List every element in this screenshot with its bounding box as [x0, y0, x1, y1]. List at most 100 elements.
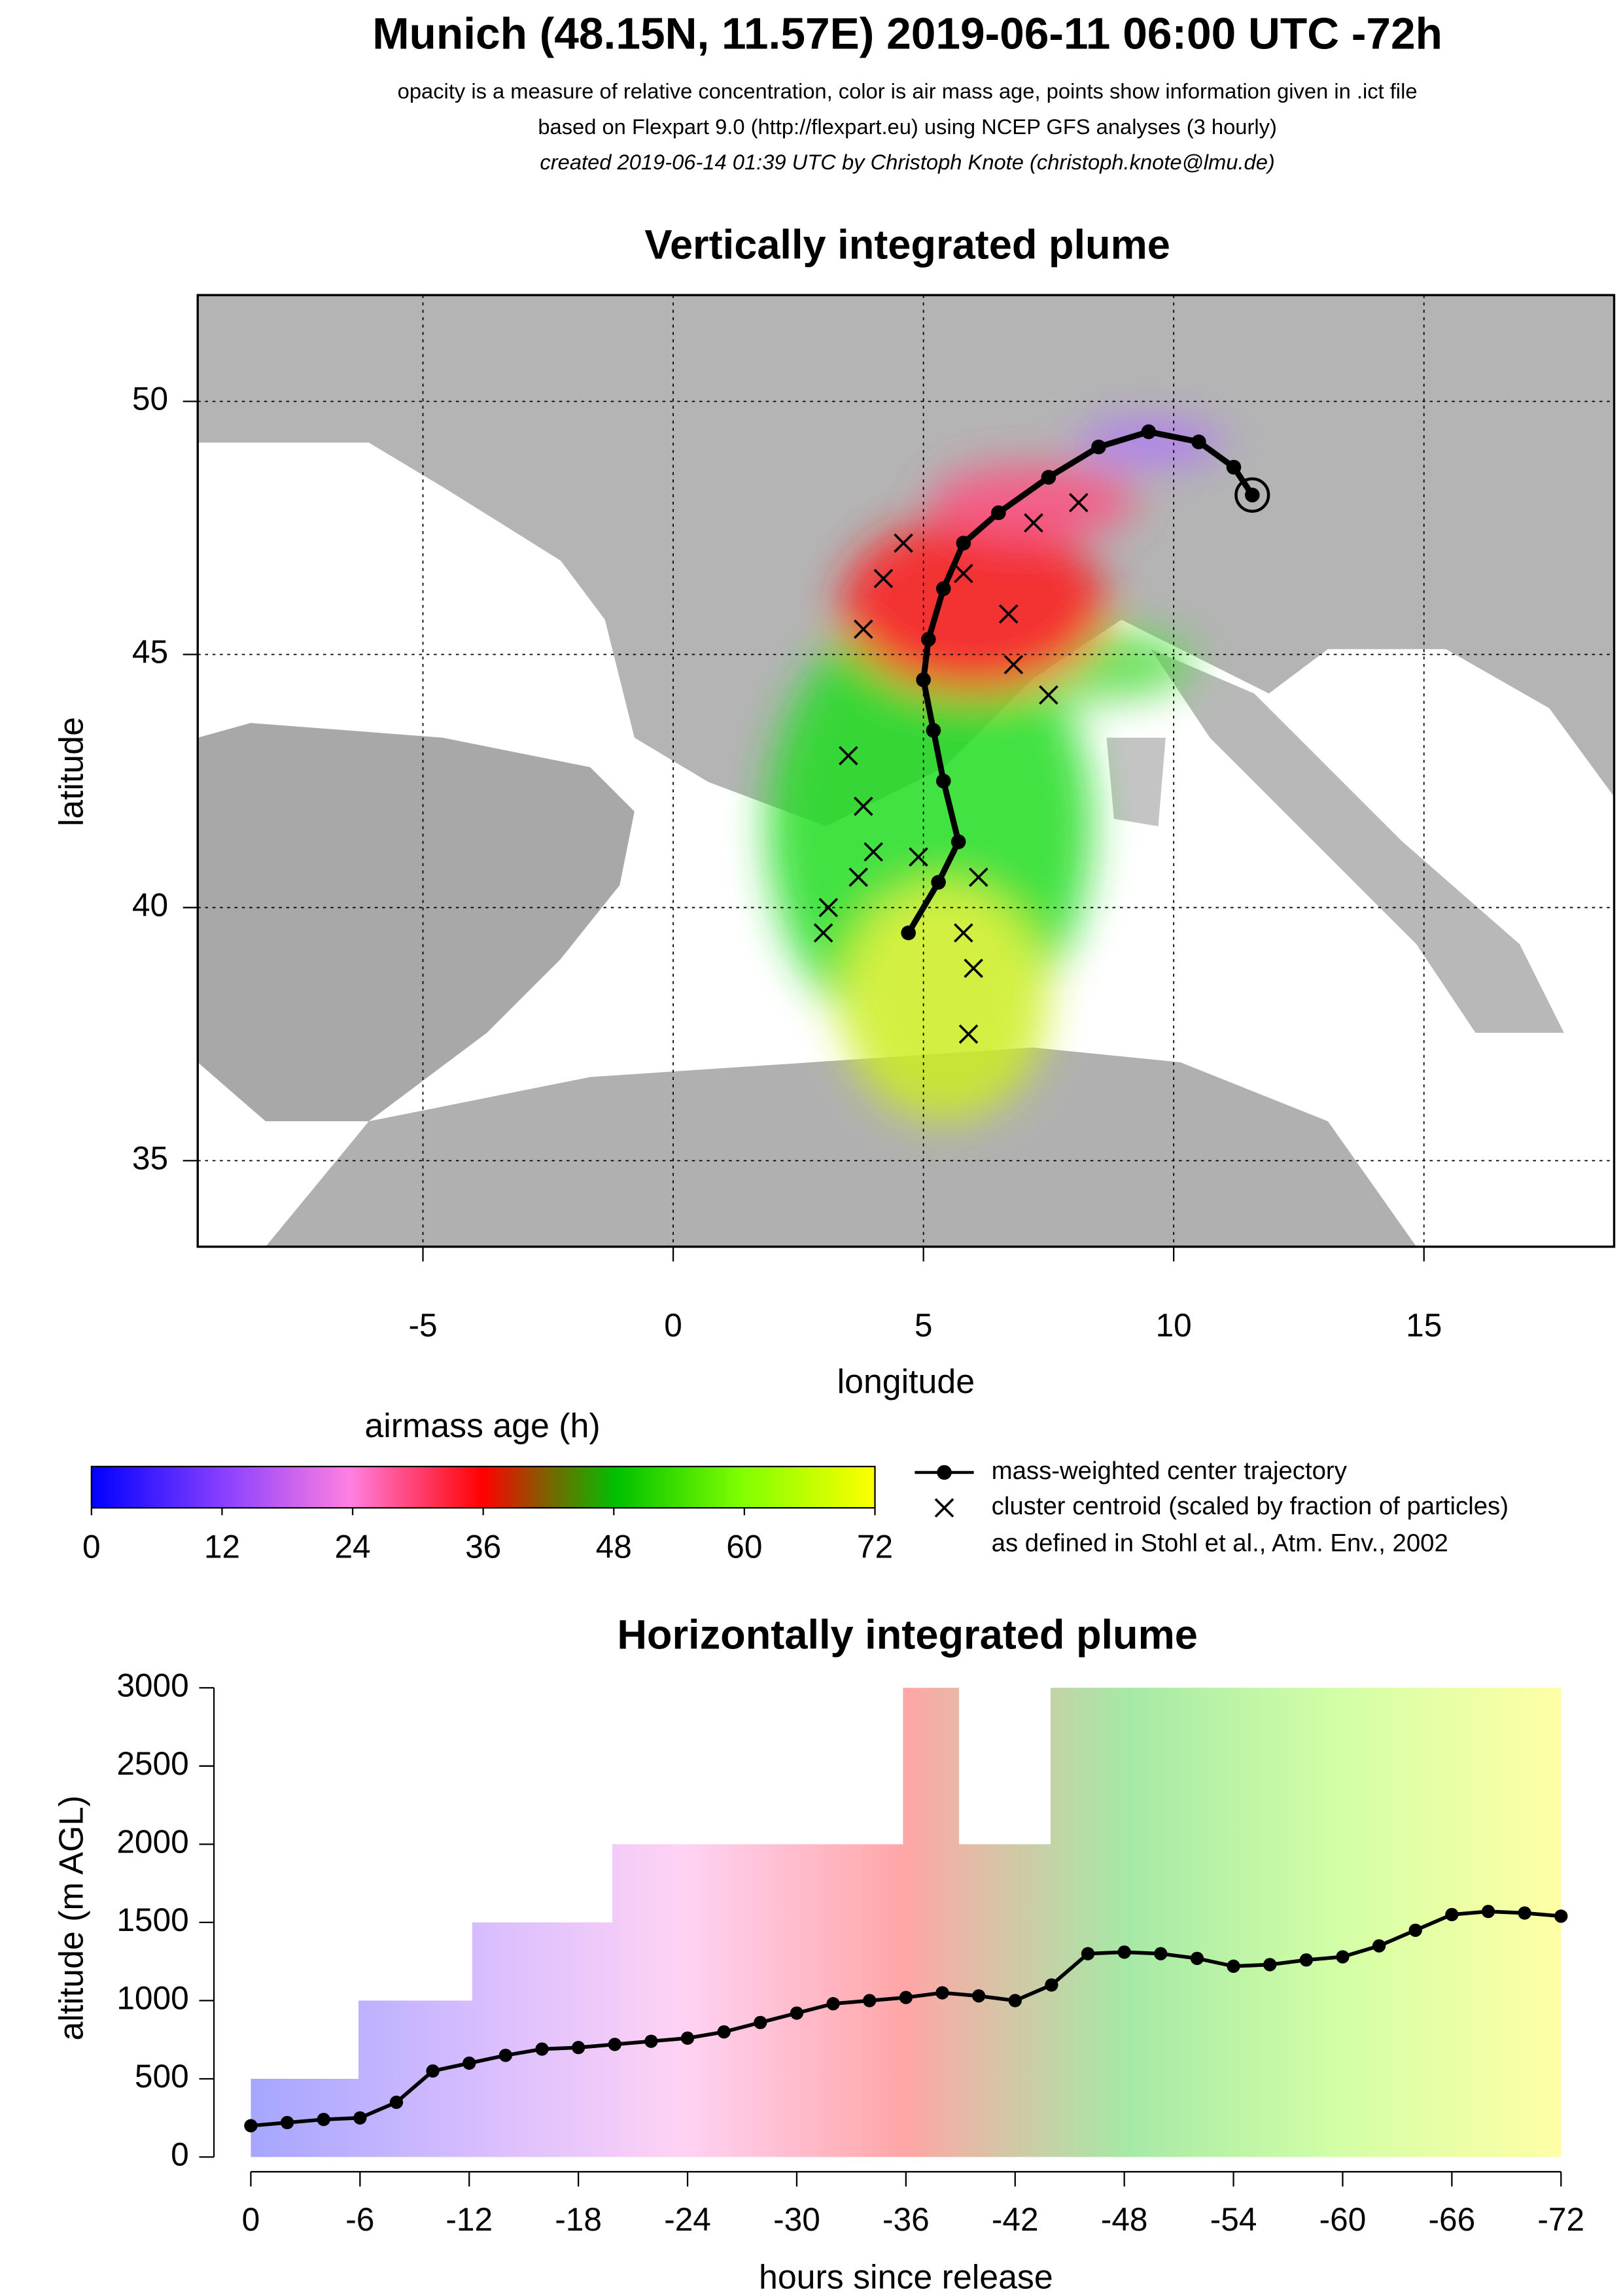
- trajectory-point: [1154, 1947, 1168, 1960]
- trajectory-point: [389, 2095, 404, 2109]
- trajectory-point: [1081, 1947, 1095, 1960]
- x-tick-label: -36: [882, 2201, 930, 2238]
- map-frame: [196, 294, 1616, 1248]
- x-tick-label: 0: [242, 2201, 260, 2238]
- y-axis-label: altitude (m AGL): [52, 1796, 90, 2041]
- trajectory-point: [826, 1997, 840, 2011]
- x-tick-label: -42: [992, 2201, 1039, 2238]
- cluster-centroid: [1003, 655, 1024, 674]
- y-tick-label: 40: [132, 887, 168, 924]
- colorbar-tick-label: 12: [204, 1528, 240, 1565]
- y-tick-label: 3000: [116, 1667, 188, 1703]
- legend-label: mass-weighted center trajectory: [992, 1457, 1348, 1485]
- trajectory-point: [901, 925, 916, 941]
- trajectory: [905, 428, 1255, 935]
- trajectory-point: [921, 632, 936, 647]
- release-point: [1234, 477, 1270, 513]
- trajectory-point: [1336, 1950, 1350, 1964]
- trajectory-point: [717, 2025, 731, 2039]
- cluster-centroid: [894, 533, 913, 553]
- cluster-centroid: [864, 842, 883, 862]
- trajectory-point: [1117, 1945, 1131, 1959]
- cluster-centroid: [909, 847, 928, 867]
- colorbar-tick-label: 0: [82, 1528, 101, 1565]
- trajectory-point: [790, 2006, 804, 2020]
- x-tick-label: -48: [1101, 2201, 1148, 2238]
- trajectory-point: [1091, 439, 1106, 455]
- cluster-centroid: [998, 604, 1019, 624]
- cluster-centroid: [958, 1024, 979, 1044]
- cluster-centroid: [954, 923, 973, 943]
- y-axis-label: latitude: [52, 717, 90, 826]
- trajectory-point: [931, 875, 946, 890]
- trajectory-point: [244, 2119, 258, 2132]
- x-tick-label: -12: [445, 2201, 493, 2238]
- colorbar-tick-label: 48: [596, 1528, 632, 1565]
- trajectory-point: [916, 672, 931, 687]
- colorbar-tick-label: 36: [465, 1528, 501, 1565]
- x-tick-label: 10: [1156, 1307, 1192, 1344]
- trajectory-point: [1041, 470, 1056, 485]
- x-tick-label: -18: [555, 2201, 602, 2238]
- trajectory-point: [498, 2048, 513, 2062]
- cluster-centroid: [954, 563, 973, 583]
- trajectory-point: [935, 773, 951, 789]
- cluster-centroid: [964, 958, 983, 979]
- trajectory-point: [1481, 1905, 1495, 1919]
- trajectory-point: [1263, 1958, 1277, 1972]
- map-title: Vertically integrated plume: [644, 222, 1170, 268]
- y-tick-label: 1000: [116, 1980, 188, 2017]
- cluster-centroid: [1069, 493, 1089, 513]
- legend-cross: [934, 1498, 954, 1518]
- trajectory-point: [535, 2042, 549, 2056]
- cluster-centroid: [854, 619, 873, 639]
- trajectory-point: [644, 2034, 658, 2048]
- trajectory-point: [1554, 1909, 1568, 1923]
- trajectory-point: [935, 1986, 949, 2000]
- x-tick-label: -72: [1537, 2201, 1584, 2238]
- trajectory-point: [956, 536, 971, 551]
- cluster-centroid: [813, 923, 833, 943]
- y-tick-label: 45: [132, 634, 168, 670]
- colorbar-tick-label: 60: [726, 1528, 762, 1565]
- trajectory-point: [899, 1991, 913, 2004]
- cluster-centroid: [839, 746, 858, 766]
- plume-profile: [251, 1688, 1562, 2157]
- trajectory-point: [1372, 1939, 1386, 1953]
- title: Munich (48.15N, 11.57E) 2019-06-11 06:00…: [372, 9, 1442, 58]
- profile-title: Horizontally integrated plume: [617, 1612, 1198, 1658]
- trajectory-point: [991, 505, 1006, 521]
- trajectory-point: [971, 1989, 986, 2003]
- trajectory-point: [935, 581, 951, 597]
- trajectory-point: [462, 2056, 476, 2070]
- x-tick-label: -6: [345, 2201, 374, 2238]
- trajectory-point: [608, 2038, 621, 2051]
- x-tick-label: 15: [1406, 1307, 1442, 1344]
- trajectory-point: [426, 2064, 440, 2078]
- y-tick-label: 2500: [116, 1745, 188, 1782]
- trajectory-point: [1518, 1906, 1531, 1920]
- trajectory-point: [317, 2112, 330, 2127]
- legend-dot: [937, 1465, 952, 1480]
- y-tick-label: 0: [171, 2136, 189, 2173]
- colorbar-tick-label: 24: [334, 1528, 370, 1565]
- y-tick-label: 1500: [116, 1902, 188, 1938]
- x-tick-label: -24: [664, 2201, 711, 2238]
- colorbar-title: airmass age (h): [364, 1406, 600, 1444]
- colorbar-tick-label: 72: [857, 1528, 893, 1565]
- cluster-centroid: [873, 568, 894, 589]
- trajectory-point: [680, 2031, 695, 2045]
- subtitle: created 2019-06-14 01:39 UTC by Christop…: [540, 150, 1274, 174]
- trajectory-point: [1299, 1953, 1313, 1967]
- trajectory-point: [1408, 1923, 1422, 1937]
- y-tick-label: 35: [132, 1139, 168, 1176]
- trajectory-point: [280, 2115, 294, 2130]
- cluster-centroid: [848, 867, 868, 887]
- trajectory-point: [1141, 424, 1157, 440]
- trajectory-point: [1045, 1978, 1058, 1992]
- y-tick-label: 2000: [116, 1823, 188, 1860]
- x-axis-label: longitude: [837, 1362, 975, 1400]
- cluster-centroid: [968, 867, 988, 887]
- x-tick-label: -5: [408, 1307, 437, 1344]
- cluster-centroid: [818, 897, 839, 918]
